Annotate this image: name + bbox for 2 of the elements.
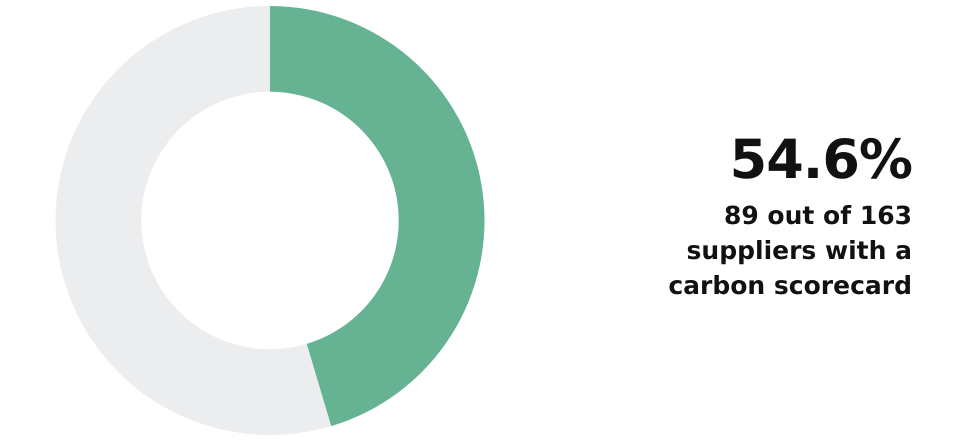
text: 89 out of 163 suppliers with a carbon scorecard (667, 200, 912, 302)
text: 54.6% (728, 128, 912, 192)
